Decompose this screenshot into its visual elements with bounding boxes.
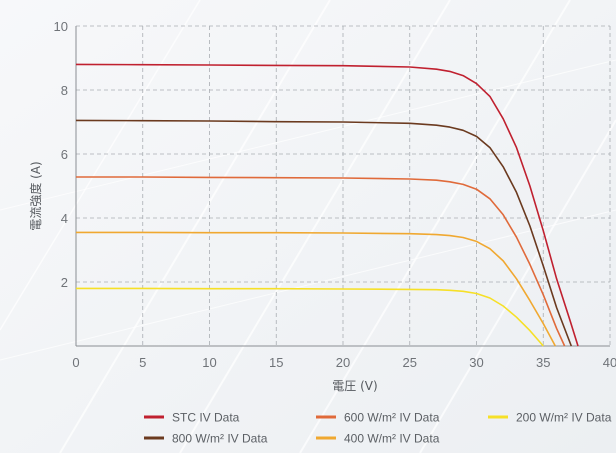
legend-label: 600 W/m² IV Data xyxy=(344,411,440,425)
series-line xyxy=(76,287,544,347)
series-line xyxy=(76,231,557,347)
grid-lines xyxy=(76,25,611,346)
x-tick-label: 20 xyxy=(336,355,350,370)
x-tick-label: 5 xyxy=(139,355,146,370)
x-tick-label: 10 xyxy=(202,355,216,370)
y-axis-label: 電流強度 (A) xyxy=(28,161,43,230)
tick-labels: 0 5 10 15 20 25 30 35 40 2 4 6 8 10 xyxy=(54,19,616,370)
legend-label: 200 W/m² IV Data xyxy=(516,411,612,425)
x-tick-label: 30 xyxy=(469,355,483,370)
y-tick-label: 4 xyxy=(61,211,68,226)
x-axis-label: 電圧 (V) xyxy=(332,379,377,393)
y-tick-label: 6 xyxy=(61,147,68,162)
y-tick-label: 8 xyxy=(61,83,68,98)
x-tick-label: 25 xyxy=(403,355,417,370)
series-line xyxy=(76,176,566,347)
axes xyxy=(75,26,610,347)
x-tick-label: 0 xyxy=(72,355,79,370)
series-lines xyxy=(75,63,579,347)
y-tick-label: 2 xyxy=(61,275,68,290)
x-tick-label: 15 xyxy=(269,355,283,370)
legend-label: 400 W/m² IV Data xyxy=(344,432,440,446)
legend: STC IV Data 600 W/m² IV Data 200 W/m² IV D… xyxy=(144,411,612,446)
legend-label: STC IV Data xyxy=(172,411,240,425)
legend-label: 800 W/m² IV Data xyxy=(172,432,268,446)
series-line xyxy=(75,119,573,347)
y-tick-label: 10 xyxy=(54,19,68,34)
series-line xyxy=(75,63,579,347)
x-tick-label: 35 xyxy=(536,355,550,370)
x-tick-label: 40 xyxy=(603,355,616,370)
